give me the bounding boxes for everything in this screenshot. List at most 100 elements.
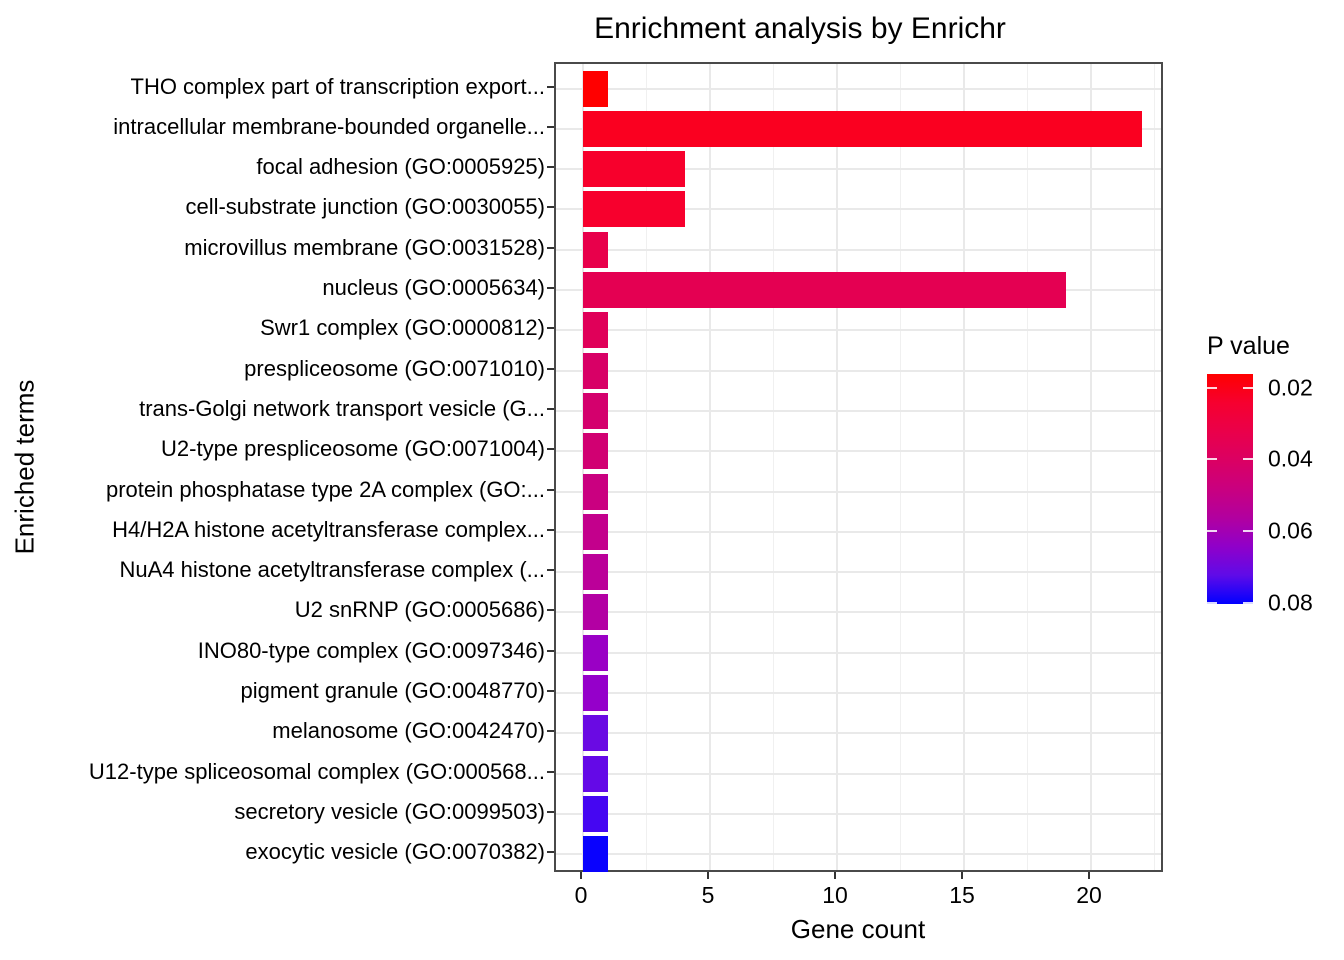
legend-tick [1243,529,1253,532]
x-tick [961,872,963,879]
y-axis-label: secretory vesicle (GO:0099503) [234,798,545,824]
gridline-h [556,772,1161,775]
bar [583,513,609,550]
legend-title: P value [1207,332,1290,360]
gridline-h [556,409,1161,412]
gridline-h [556,329,1161,332]
y-axis-label: cell-substrate junction (GO:0030055) [185,194,545,220]
y-axis-label: NuA4 histone acetyltransferase complex (… [119,557,545,583]
gridline-v-major [709,64,711,870]
bar [583,634,609,671]
y-tick [547,206,554,209]
bar [583,473,609,510]
bar [583,70,609,107]
gridline-h [556,248,1161,251]
y-tick [547,730,554,733]
legend-tick-label: 0.06 [1268,517,1313,544]
y-axis-label: intracellular membrane-bounded organelle… [113,113,545,139]
gridline-v-major [836,64,838,870]
gridline-v-minor [1027,64,1028,870]
y-axis-label: THO complex part of transcription export… [130,73,546,99]
gridline-v-minor [646,64,647,870]
bar [583,554,609,591]
chart-title: Enrichment analysis by Enrichr [594,12,1006,45]
y-axis-label: INO80-type complex (GO:0097346) [197,637,545,663]
y-axis-label: trans-Golgi network transport vesicle (G… [139,395,545,421]
x-tick-label: 15 [949,882,975,908]
gridline-h [556,692,1161,694]
bar [583,715,609,752]
x-tick-label: 20 [1076,882,1102,908]
bar [583,594,609,631]
legend-tick [1243,458,1253,461]
y-tick [547,770,554,773]
y-axis-label: pigment granule (GO:0048770) [240,678,545,703]
x-tick [580,872,582,879]
gridline-v-minor [900,64,901,870]
y-axis-label: focal adhesion (GO:0005925) [256,154,545,180]
y-axis-label: microvillus membrane (GO:0031528) [184,234,545,260]
y-tick [547,488,554,491]
bar [583,755,609,792]
x-tick [834,872,836,879]
gridline-h [556,571,1161,574]
x-axis-title: Gene count [790,914,926,944]
y-axis-label: Swr1 complex (GO:0000812) [260,315,545,341]
bar [583,392,609,429]
gridline-v-minor [1154,64,1155,870]
y-axis-label: U12-type spliceosomal complex (GO:000568… [88,758,545,784]
legend-tick [1243,601,1253,604]
y-tick [547,569,554,572]
y-axis-label: melanosome (GO:0042470) [272,718,545,744]
y-axis-label: protein phosphatase type 2A complex (GO:… [105,476,545,502]
gridline-h [556,490,1161,493]
gridline-h [556,611,1161,614]
y-tick [547,367,554,370]
bar [583,272,1066,308]
legend-tick-label: 0.08 [1268,589,1313,616]
gridline-v-major [1090,64,1092,870]
y-tick [547,690,554,692]
y-axis-label: prespliceosome (GO:0071010) [244,355,545,381]
y-tick [547,125,554,128]
y-tick [547,810,554,813]
y-tick [547,649,554,652]
bar [583,231,609,268]
y-axis-label: U2 snRNP (GO:0005686) [294,597,545,623]
bar [583,433,609,470]
x-tick-label: 0 [574,882,588,908]
bar [583,110,1142,147]
y-tick [547,851,554,854]
legend-tick [1243,386,1253,389]
y-tick [547,287,554,289]
bar [583,675,609,711]
gridline-h [556,208,1161,211]
gridline-v-major [963,64,965,870]
gridline-h [556,369,1161,372]
legend-tick [1207,529,1217,532]
gridline-v-minor [773,64,774,870]
bar [583,836,609,873]
gridline-h [556,450,1161,453]
legend-gradient-bar [1207,374,1253,604]
legend-tick [1207,601,1217,604]
y-tick [547,246,554,249]
x-tick [707,872,709,879]
gridline-h [556,651,1161,654]
legend-tick-label: 0.02 [1268,374,1313,401]
y-tick [547,327,554,330]
y-tick [547,407,554,410]
y-tick [547,609,554,612]
x-tick-label: 5 [701,882,715,908]
gridline-h [556,812,1161,815]
plot-panel [554,62,1163,873]
x-tick-label: 10 [822,882,848,908]
bar [583,191,685,228]
y-axis-label: U2-type prespliceosome (GO:0071004) [161,436,545,462]
legend-tick [1207,458,1217,461]
y-axis-label: nucleus (GO:0005634) [322,275,545,300]
y-axis-label: exocytic vesicle (GO:0070382) [245,839,545,865]
gridline-h [556,732,1161,735]
bar [583,312,609,349]
